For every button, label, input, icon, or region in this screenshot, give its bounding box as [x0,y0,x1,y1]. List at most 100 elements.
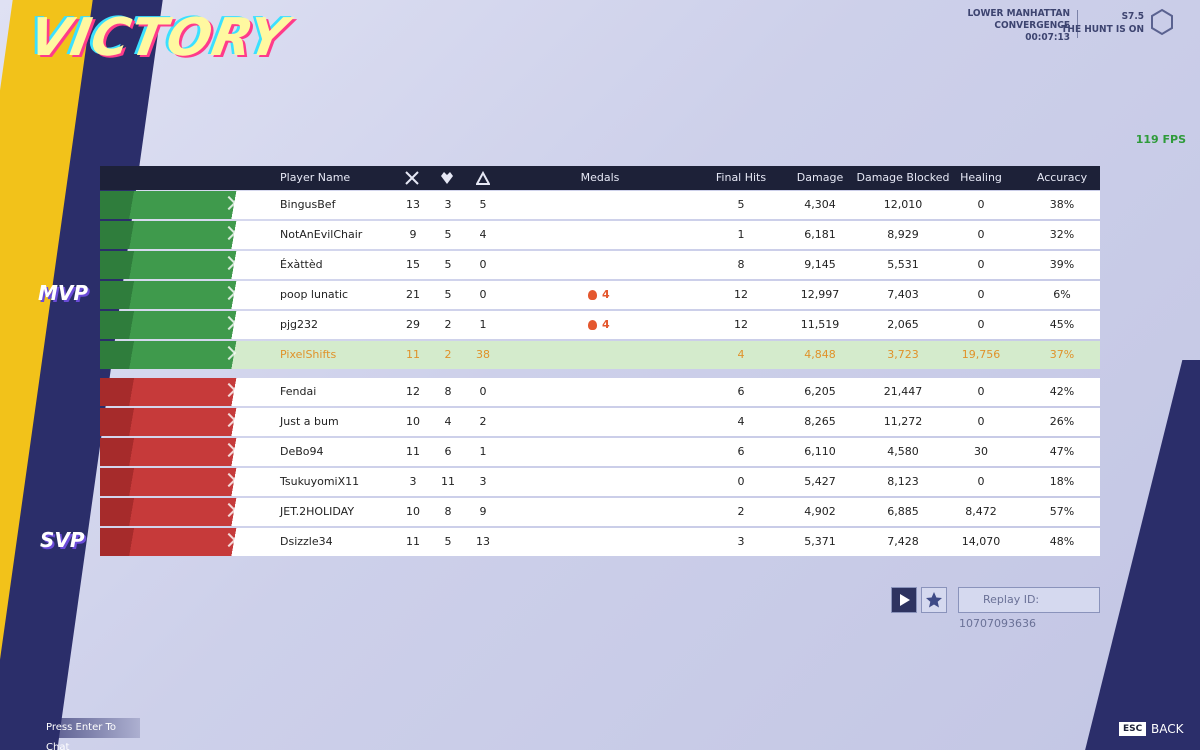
stat-blocked: 12,010 [883,198,923,211]
stat-accuracy: 47% [1049,445,1075,458]
col-header: Final Hits [715,171,767,184]
stat-a: 13 [476,535,490,548]
stat-accuracy: 26% [1049,415,1075,428]
player-name: DeBo94 [280,445,324,458]
stat-healing: 0 [977,385,985,398]
stat-blocked: 21,447 [883,385,923,398]
assists-icon [476,171,490,185]
stat-healing: 8,472 [965,505,997,518]
hero-portrait [100,378,250,406]
stat-final-hits: 4 [737,415,745,428]
stat-k: 21 [406,288,420,301]
hero-portrait [100,221,250,249]
player-row: Fendai 12 8 0 6 6,205 21,447 0 42% [100,378,1100,406]
svp-badge: SVP [40,528,85,552]
hero-portrait [100,438,250,466]
stat-final-hits: 6 [737,385,745,398]
stat-blocked: 3,723 [887,348,919,361]
stat-a: 4 [479,228,487,241]
stat-a: 2 [479,415,487,428]
stat-damage: 4,304 [804,198,836,211]
replay-id: Replay ID: 10707093636 [959,593,1040,630]
match-time: 00:07:13 [1025,32,1070,43]
col-header: Damage Blocked [856,171,950,184]
player-name: BingusBef [280,198,336,211]
title: VICTORY [24,8,293,68]
stat-accuracy: 18% [1049,475,1075,488]
back-button[interactable]: BACK [1151,722,1184,736]
stat-d: 5 [444,535,452,548]
stat-healing: 0 [977,228,985,241]
col-header: Medals [580,171,620,184]
map-info: LOWER MANHATTAN CONVERGENCE 00:07:13 [967,8,1070,44]
stat-healing: 19,756 [961,348,1001,361]
chat-text: Press Enter To Chat [46,722,117,750]
player-name: JET.2HOLIDAY [280,505,355,518]
stat-k: 9 [409,228,417,241]
stat-k: 29 [406,318,420,331]
player-row: NotAnEvilChair 9 5 4 1 6,181 8,929 0 32% [100,221,1100,249]
map-mode: CONVERGENCE [994,20,1070,31]
player-name: pjg232 [280,318,319,331]
stat-d: 5 [444,288,452,301]
stat-blocked: 4,580 [887,445,919,458]
esc-key[interactable]: ESC [1119,722,1147,736]
stat-final-hits: 0 [737,475,745,488]
col-header: Accuracy [1036,171,1088,184]
stat-a: 0 [479,258,487,271]
player-row: Just a bum 10 4 2 4 8,265 11,272 0 26% [100,408,1100,436]
map-name: LOWER MANHATTAN [967,8,1070,19]
stat-damage: 8,265 [804,415,836,428]
stat-accuracy: 39% [1049,258,1075,271]
stat-healing: 0 [977,318,985,331]
hero-portrait [100,281,250,309]
stat-a: 38 [476,348,490,361]
stat-damage: 12,997 [800,288,840,301]
chat-prompt[interactable]: Press Enter To Chat [0,718,140,750]
stat-d: 4 [444,415,452,428]
stat-blocked: 5,531 [887,258,919,271]
divider [1077,10,1078,38]
stat-damage: 11,519 [800,318,840,331]
player-row: pjg232 29 2 1 12 11,519 2,065 0 45% 4 [100,311,1100,339]
hero-portrait [100,311,250,339]
stat-k: 3 [409,475,417,488]
stat-a: 5 [479,198,487,211]
player-name: PixelShifts [280,348,337,361]
player-row: Éxàttèd 15 5 0 8 9,145 5,531 0 39% [100,251,1100,279]
stat-d: 3 [444,198,452,211]
stat-d: 8 [444,505,452,518]
stat-damage: 5,371 [804,535,836,548]
favorite-button[interactable] [921,587,947,613]
hero-portrait [100,341,250,369]
hero-portrait [100,251,250,279]
mvp-badge: MVP [38,281,89,305]
stat-d: 2 [444,348,452,361]
stat-k: 15 [406,258,420,271]
stat-d: 2 [444,318,452,331]
hero-portrait [100,191,250,219]
stat-a: 1 [479,445,487,458]
stat-final-hits: 8 [737,258,745,271]
stat-healing: 30 [974,445,988,458]
player-name: Fendai [280,385,317,398]
player-row: TsukuyomiX11 3 11 3 0 5,427 8,123 0 18% [100,468,1100,496]
player-row: BingusBef 13 3 5 5 4,304 12,010 0 38% [100,191,1100,219]
player-row: poop lunatic 21 5 0 12 12,997 7,403 0 6% 4 [100,281,1100,309]
stat-accuracy: 48% [1049,535,1075,548]
stat-k: 12 [406,385,420,398]
stat-healing: 0 [977,258,985,271]
stat-accuracy: 42% [1049,385,1075,398]
player-name: poop lunatic [280,288,349,301]
stat-damage: 6,181 [804,228,836,241]
player-row: PixelShifts 11 2 38 4 4,848 3,723 19,756 37% [100,341,1100,369]
season-name: THE HUNT IS ON [1061,24,1144,35]
replay-button[interactable]: Replay ID: 10707093636 [958,587,1100,630]
col-header: Healing [960,171,1002,184]
play-button[interactable] [891,587,917,613]
stat-blocked: 11,272 [883,415,923,428]
stat-blocked: 8,123 [887,475,919,488]
stat-k: 11 [406,535,420,548]
season-icon [1151,8,1173,36]
stat-healing: 0 [977,288,985,301]
